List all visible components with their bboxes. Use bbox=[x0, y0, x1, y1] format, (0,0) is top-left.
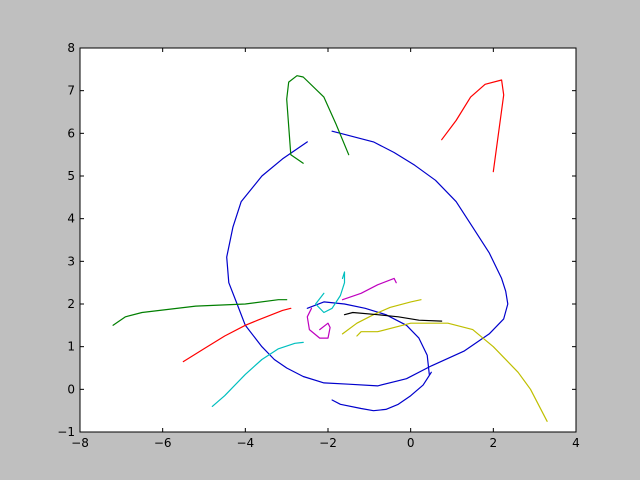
series-line-6 bbox=[441, 79, 505, 173]
series-line-10 bbox=[341, 277, 397, 301]
series-line-12 bbox=[356, 322, 548, 422]
y-tick-label: −1 bbox=[57, 425, 75, 439]
y-tick-label: 6 bbox=[67, 126, 75, 140]
y-tick-label: 3 bbox=[67, 254, 75, 268]
x-tick-label: −8 bbox=[71, 436, 89, 450]
series-line-13 bbox=[343, 311, 443, 322]
x-tick-label: 2 bbox=[490, 436, 498, 450]
x-tick-label: 0 bbox=[407, 436, 415, 450]
x-tick-label: −4 bbox=[236, 436, 254, 450]
series-line-4 bbox=[286, 75, 350, 164]
series-line-7 bbox=[211, 341, 304, 407]
series-line-1 bbox=[331, 371, 432, 412]
series-line-0 bbox=[226, 130, 509, 387]
series-line-2 bbox=[306, 301, 430, 375]
plot-background bbox=[80, 48, 576, 432]
series-line-8 bbox=[315, 271, 346, 314]
series-line-11 bbox=[341, 299, 422, 335]
y-tick-label: 7 bbox=[67, 84, 75, 98]
series-line-3 bbox=[112, 299, 288, 326]
axes-frame bbox=[79, 47, 577, 433]
y-tick-label: 0 bbox=[67, 382, 75, 396]
y-tick-label: 5 bbox=[67, 169, 75, 183]
y-tick-label: 8 bbox=[67, 41, 75, 55]
x-tick-label: 4 bbox=[572, 436, 580, 450]
y-tick-label: 2 bbox=[67, 297, 75, 311]
x-tick-label: −6 bbox=[154, 436, 172, 450]
tick-layer: −8 −6 −4 −2 0 2 4 −1 0 1 2 3 4 5 6 7 8 bbox=[57, 41, 580, 450]
series-line-5 bbox=[182, 307, 292, 363]
series-line-9 bbox=[306, 307, 331, 339]
y-tick-label: 4 bbox=[67, 212, 75, 226]
x-tick-label: −2 bbox=[319, 436, 337, 450]
y-tick-label: 1 bbox=[67, 340, 75, 354]
series-layer bbox=[112, 75, 548, 422]
